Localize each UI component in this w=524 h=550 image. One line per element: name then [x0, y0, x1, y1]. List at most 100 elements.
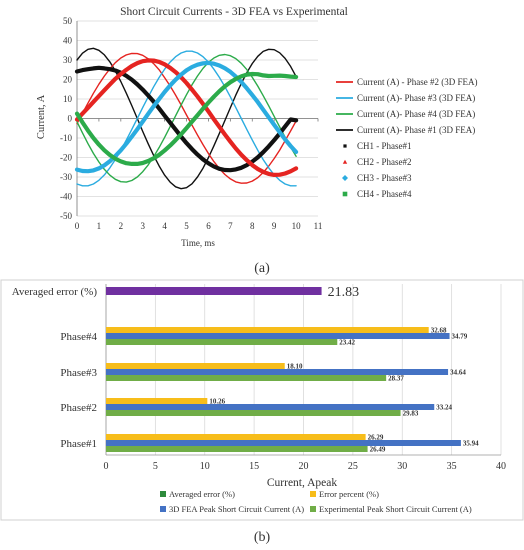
y-tick-label: 50: [63, 16, 73, 26]
legend-marker: [342, 159, 348, 164]
legend: Averaged error (%) Error percent (%) 3D FE…: [160, 489, 472, 514]
bar-value-label: 10.26: [209, 398, 225, 406]
series-line-3: [76, 53, 297, 183]
x-tick-label: 5: [153, 461, 158, 472]
x-tick-label: 8: [250, 221, 255, 231]
bar-value-label: 18.10: [287, 363, 303, 371]
bar: [106, 404, 435, 410]
category-label: Phase#2: [60, 402, 97, 414]
legend-label: Current (A)- Phase #3 (3D FEA): [357, 93, 475, 103]
x-tick-label: 25: [348, 461, 358, 472]
y-tick-label: 10: [63, 94, 73, 104]
x-tick-label: 10: [200, 461, 210, 472]
y-tick-label: -10: [60, 133, 72, 143]
bar-value-label: 26.29: [368, 434, 384, 442]
legend-label: CH4 - Phase#4: [357, 189, 412, 199]
panel-label-b: (b): [254, 530, 271, 545]
bars: 26.29 35.94 26.49 10.26 33.24 29.83 18.10 34.64…: [106, 285, 479, 454]
bar-value-label: 32.68: [431, 327, 447, 335]
series-line-5: [74, 65, 299, 173]
series-line-8: [74, 71, 299, 166]
legend: Current (A) - Phase #2 (3D FEA) Current (…: [336, 77, 477, 199]
y-tick-label: 20: [63, 75, 73, 85]
bar: [106, 363, 285, 369]
x-tick-label: 40: [496, 461, 506, 472]
bar: [106, 327, 429, 333]
bar: [106, 369, 449, 375]
category-labels: Phase#1 Phase#2 Phase#3 Phase#4 Averaged err…: [12, 286, 98, 450]
category-label: Phase#3: [60, 367, 97, 379]
legend-label: 3D FEA Peak Short Circuit Current (A): [169, 504, 304, 514]
x-axis-label: Time, ms: [181, 238, 215, 248]
x-tick-label: 0: [104, 461, 109, 472]
legend-marker: [343, 144, 347, 148]
bar: [106, 333, 450, 339]
x-tick-label: 4: [162, 221, 167, 231]
bar-value-label: 28.37: [388, 375, 404, 383]
legend-label: Averaged error (%): [169, 489, 235, 499]
legend-label: Experimental Peak Short Circuit Current …: [319, 504, 472, 514]
y-tick-label: -20: [60, 153, 72, 163]
y-tick-label: -50: [60, 211, 72, 221]
bar-value-label: 34.79: [452, 333, 468, 341]
bar: [106, 440, 461, 446]
x-tick-label: 5: [184, 221, 189, 231]
x-tick-label: 15: [249, 461, 259, 472]
y-tick-label: 0: [68, 114, 73, 124]
panel-label-a: (a): [254, 261, 270, 276]
series-lines: [74, 47, 299, 190]
legend-label: CH2 - Phase#2: [357, 157, 412, 167]
legend-label: Error percent (%): [319, 489, 379, 499]
y-tick-label: 40: [63, 36, 73, 46]
bar: [106, 398, 208, 404]
averaged-value-label: 21.83: [328, 285, 360, 300]
x-tick-label: 0: [75, 221, 80, 231]
x-axis-label: Current, Apeak: [267, 477, 338, 489]
category-label: Phase#4: [60, 331, 97, 343]
legend-label: Current (A)- Phase #1 (3D FEA): [357, 125, 475, 135]
x-tick-label: 6: [206, 221, 211, 231]
x-tick-labels: 0 5 10 15 20 25 30 35 40: [104, 461, 507, 472]
bar: [106, 339, 338, 345]
x-tick-label: 35: [447, 461, 457, 472]
bar-value-label: 34.64: [450, 369, 466, 377]
legend-label: CH1 - Phase#1: [357, 141, 412, 151]
x-tick-label: 3: [140, 221, 145, 231]
legend-swatch: [310, 491, 316, 497]
y-tick-labels: 50 40 30 20 10 0 -10 -20 -30 -40 -50: [60, 16, 73, 221]
x-tick-label: 2: [119, 221, 124, 231]
x-tick-label: 9: [272, 221, 277, 231]
y-axis-label: Current, A: [36, 94, 47, 139]
line-chart: Short Circuit Currents - 3D FEA vs Exper…: [36, 6, 477, 248]
x-tick-label: 7: [228, 221, 233, 231]
bar-value-label: 26.49: [370, 446, 386, 454]
x-tick-label: 20: [299, 461, 309, 472]
legend-marker: [342, 191, 348, 197]
legend-marker: [342, 175, 348, 181]
legend-label: Current (A) - Phase #2 (3D FEA): [357, 77, 477, 87]
x-tick-label: 11: [314, 221, 323, 231]
chart-frame: [0, 279, 524, 521]
bar-chart: Phase#1 Phase#2 Phase#3 Phase#4 Averaged err…: [0, 279, 524, 521]
legend-swatch: [160, 491, 166, 497]
x-tick-label: 30: [397, 461, 407, 472]
bar-value-label: 29.83: [403, 410, 419, 418]
bar: [106, 434, 366, 440]
bar: [106, 446, 368, 452]
bar-value-label: 35.94: [463, 440, 479, 448]
legend-label: CH3 - Phase#3: [357, 173, 412, 183]
y-tick-label: 30: [63, 55, 73, 65]
x-tick-label: 10: [292, 221, 302, 231]
chart-title: Short Circuit Currents - 3D FEA vs Exper…: [120, 6, 348, 18]
legend-swatch: [160, 506, 166, 512]
bar-value-label: 33.24: [436, 404, 452, 412]
category-label: Averaged error (%): [12, 286, 98, 298]
bar-value-label: 23.42: [339, 339, 355, 347]
bar: [106, 410, 401, 416]
x-tick-labels: 0 1 2 3 4 5 6 7 8 9 10 11: [75, 221, 323, 231]
axes: [76, 21, 319, 216]
bar: [106, 375, 387, 381]
series-line-6: [74, 58, 299, 177]
series-line-4: [76, 47, 297, 190]
